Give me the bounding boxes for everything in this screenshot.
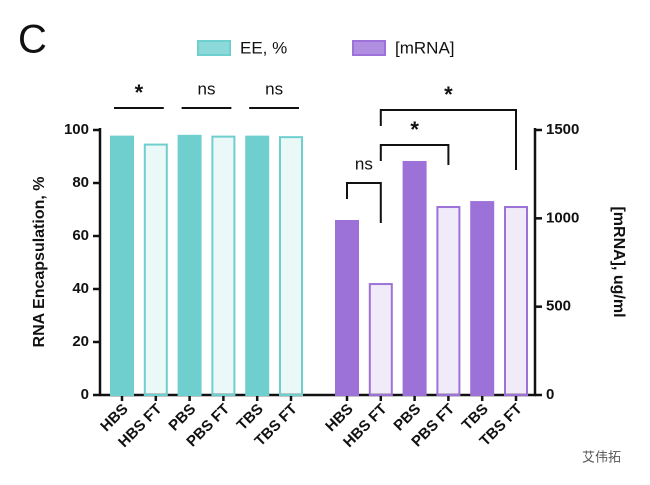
significance-bracket	[379, 109, 517, 170]
bar	[436, 206, 461, 396]
bar	[402, 160, 427, 396]
watermark: 艾伟拓	[582, 449, 621, 464]
significance-label: *	[410, 117, 419, 142]
y2-tick-label: 0	[546, 386, 554, 403]
bar	[177, 134, 202, 397]
legend-label: EE, %	[240, 38, 287, 57]
bar	[279, 136, 303, 396]
y-tick-label: 100	[64, 121, 89, 138]
y-tick-label: 60	[72, 227, 89, 244]
panel-label: C	[18, 18, 47, 62]
bar	[245, 135, 270, 396]
significance-label: *	[444, 82, 453, 107]
y2-tick-label: 1000	[546, 209, 579, 226]
bar	[110, 135, 134, 396]
bar	[335, 219, 359, 396]
y-axis-label: RNA Encapsulation, %	[31, 177, 48, 348]
significance-label: ns	[265, 79, 283, 98]
bar	[470, 201, 495, 396]
bar	[143, 143, 168, 396]
legend-label: [mRNA]	[395, 38, 455, 57]
y2-tick-label: 500	[546, 298, 571, 315]
significance-label: *	[135, 80, 144, 105]
y2-tick-label: 1500	[546, 121, 579, 138]
y2-axis-label: [mRNA], ug/ml	[610, 206, 627, 317]
significance-label: ns	[198, 79, 216, 98]
legend-swatch	[352, 40, 386, 56]
legend-swatch	[197, 40, 231, 56]
significance-label: ns	[355, 154, 373, 173]
bar	[368, 283, 393, 397]
bar	[211, 135, 236, 396]
significance-bracket	[379, 144, 450, 165]
y-tick-label: 40	[72, 280, 89, 297]
y-tick-label: 80	[72, 174, 89, 191]
significance-bracket	[346, 182, 382, 223]
y-tick-label: 0	[81, 386, 89, 403]
y-tick-label: 20	[72, 333, 89, 350]
bar	[504, 206, 528, 396]
